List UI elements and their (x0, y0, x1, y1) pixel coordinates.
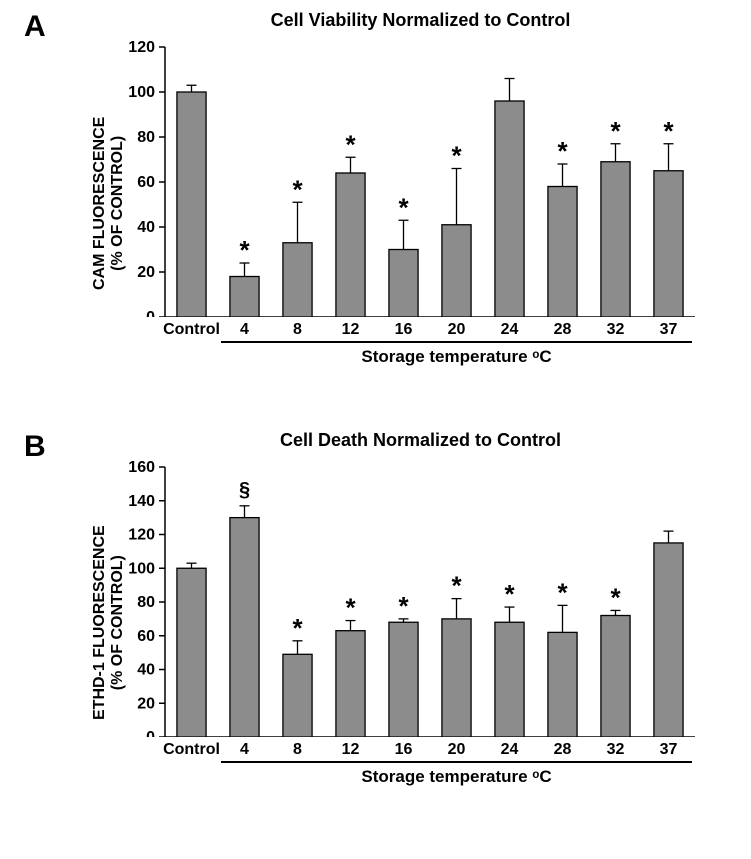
svg-text:*: * (451, 571, 462, 601)
svg-text:80: 80 (137, 129, 155, 146)
svg-text:60: 60 (137, 628, 155, 645)
panel-a-label: A (24, 10, 46, 44)
svg-text:20: 20 (137, 264, 155, 281)
svg-text:*: * (398, 591, 409, 621)
svg-text:*: * (504, 579, 515, 609)
panel-a-xlabel: Storage temperature ᵒC (221, 347, 693, 367)
panel-a-ylabel-line2: (% OF CONTROL) (109, 117, 127, 290)
panel-b-label: B (24, 430, 46, 464)
svg-text:0: 0 (146, 309, 155, 317)
svg-text:*: * (557, 136, 568, 166)
svg-text:§: § (239, 479, 250, 501)
svg-text:120: 120 (128, 527, 155, 544)
svg-text:140: 140 (128, 493, 155, 510)
panel-b-title: Cell Death Normalized to Control (110, 430, 731, 451)
svg-text:*: * (345, 129, 356, 159)
svg-text:*: * (239, 235, 250, 265)
svg-text:*: * (398, 192, 409, 222)
panel-a-ylabel-line1: CAM FLUORESCENCE (91, 117, 109, 290)
x-tick-label: 37 (637, 321, 701, 339)
svg-text:*: * (557, 577, 568, 607)
panel-a-title: Cell Viability Normalized to Control (110, 10, 731, 31)
panel-b-ylabel: ETHD-1 FLUORESCENCE (% OF CONTROL) (91, 525, 127, 720)
svg-text:40: 40 (137, 662, 155, 679)
panel-b-chart: ETHD-1 FLUORESCENCE (% OF CONTROL) 02040… (125, 455, 705, 777)
panel-a-ylabel: CAM FLUORESCENCE (% OF CONTROL) (91, 117, 127, 290)
figure: A Cell Viability Normalized to Control C… (0, 0, 751, 859)
panel-b-xlabel: Storage temperature ᵒC (221, 767, 693, 787)
svg-text:60: 60 (137, 174, 155, 191)
panel-b-svg: 0 20 40 60 80 100 120 140 160 § * * * * * * * (125, 455, 705, 737)
svg-text:*: * (292, 613, 303, 643)
svg-text:40: 40 (137, 219, 155, 236)
panel-a-chart: CAM FLUORESCENCE (% OF CONTROL) 02040608… (125, 35, 705, 357)
panel-a: A Cell Viability Normalized to Control C… (20, 10, 731, 430)
svg-text:0: 0 (146, 729, 155, 737)
panel-b-ylabel-line2: (% OF CONTROL) (109, 525, 127, 720)
svg-text:*: * (610, 116, 621, 146)
panel-a-temperature-line (221, 341, 693, 343)
svg-text:20: 20 (137, 695, 155, 712)
panel-b-temperature-line (221, 761, 693, 763)
svg-text:80: 80 (137, 594, 155, 611)
svg-text:100: 100 (128, 560, 155, 577)
svg-text:*: * (663, 116, 674, 146)
panel-b-ylabel-line1: ETHD-1 FLUORESCENCE (91, 525, 109, 720)
x-tick-label: 37 (637, 741, 701, 759)
svg-text:100: 100 (128, 84, 155, 101)
svg-text:*: * (345, 593, 356, 623)
svg-text:*: * (451, 141, 462, 171)
svg-text:*: * (292, 174, 303, 204)
panel-b: B Cell Death Normalized to Control ETHD-… (20, 430, 731, 850)
panel-a-svg: 0 20 40 60 80 100 120 * * * * * * * * (125, 35, 705, 317)
svg-text:120: 120 (128, 39, 155, 56)
svg-text:*: * (610, 582, 621, 612)
svg-text:160: 160 (128, 459, 155, 476)
